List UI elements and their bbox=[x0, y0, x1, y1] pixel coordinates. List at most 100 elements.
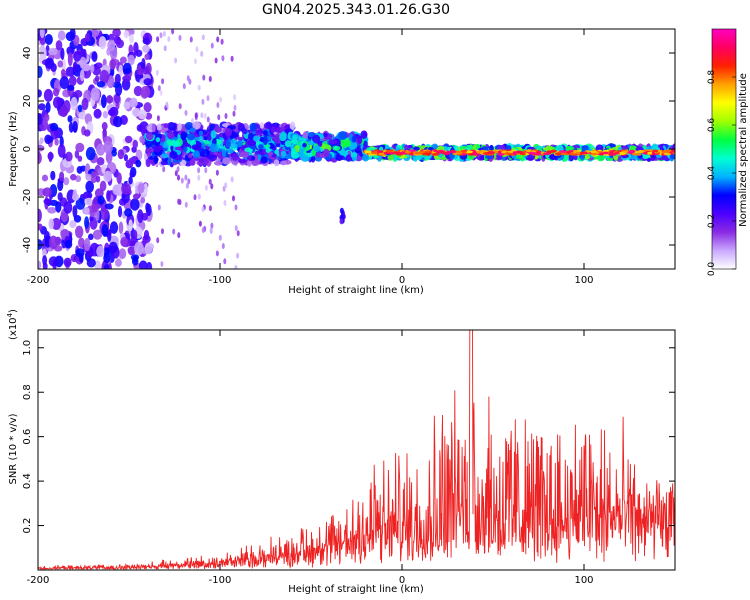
spectrogram-ytick-label: 20 bbox=[22, 95, 33, 108]
spectrogram-cell bbox=[144, 242, 153, 255]
spectrogram-cell bbox=[81, 97, 89, 111]
spectrogram-cell bbox=[350, 151, 358, 158]
spectrogram-cell bbox=[210, 183, 214, 190]
spectrogram-cell bbox=[54, 138, 59, 146]
spectrogram-cell bbox=[103, 140, 113, 154]
snr-panel: -200 -100 0 100 0.2 0.4 0.6 0.8 1.0 Height of st… bbox=[6, 309, 676, 595]
spectrogram-cell bbox=[262, 130, 268, 136]
spectrogram-cell bbox=[69, 220, 77, 228]
spectrogram-cell bbox=[198, 130, 204, 136]
spectrogram-ylabel: Frequency (Hz) bbox=[8, 111, 19, 187]
spectrogram-cell bbox=[105, 95, 114, 104]
spectrogram-cell bbox=[177, 232, 181, 239]
spectrogram-cell bbox=[123, 101, 131, 110]
spectrogram-cell bbox=[425, 150, 431, 154]
spectrogram-cell bbox=[251, 156, 256, 161]
spectrogram-cell bbox=[232, 110, 236, 117]
spectrogram-cell bbox=[38, 260, 42, 269]
spectrogram-cell bbox=[60, 69, 66, 77]
spectrogram-cell bbox=[105, 151, 113, 164]
spectrogram-cell bbox=[172, 228, 176, 235]
spectrogram-cell bbox=[435, 150, 444, 154]
spectrogram-cell bbox=[163, 45, 167, 52]
spectrogram-cell bbox=[161, 78, 165, 85]
spectrogram-cell bbox=[222, 157, 231, 165]
spectrogram-cell bbox=[151, 123, 156, 133]
spectrogram-cell bbox=[432, 153, 440, 156]
spectrogram-cell bbox=[338, 131, 348, 140]
snr-series-line bbox=[38, 330, 675, 570]
spectrogram-cell bbox=[78, 111, 87, 120]
spectrogram-cell bbox=[39, 38, 46, 45]
spectrogram-cell bbox=[197, 84, 201, 91]
spectrogram-cell bbox=[221, 55, 225, 62]
spectrogram-cell bbox=[73, 50, 82, 62]
spectrogram-cell bbox=[137, 183, 145, 194]
spectrogram-cell bbox=[96, 81, 106, 88]
spectrogram-cell bbox=[258, 144, 264, 150]
spectrogram-cell bbox=[74, 90, 83, 98]
snr-scale-prefix: (x10 bbox=[8, 317, 19, 340]
spectrogram-cell bbox=[377, 150, 383, 154]
spectrogram-cell bbox=[236, 230, 240, 237]
spectrogram-cell bbox=[128, 176, 133, 185]
spectrogram-cell bbox=[135, 159, 142, 168]
spectrogram-cell bbox=[122, 75, 132, 82]
spectrogram-cell bbox=[535, 153, 542, 156]
spectrogram-cell bbox=[133, 41, 139, 55]
spectrogram-cell bbox=[55, 201, 62, 213]
spectrogram-cell bbox=[351, 135, 357, 143]
spectrogram-cell bbox=[204, 184, 208, 191]
spectrogram-cell bbox=[57, 144, 66, 158]
spectrogram-cell bbox=[83, 207, 90, 215]
spectrogram-cell bbox=[448, 150, 457, 154]
spectrogram-cell bbox=[578, 152, 585, 156]
spectrogram-cell bbox=[92, 229, 103, 240]
spectrogram-cell bbox=[99, 180, 107, 192]
spectrogram-cell bbox=[48, 235, 59, 250]
spectrogram-cell bbox=[41, 174, 49, 182]
spectrogram-cell bbox=[203, 136, 209, 141]
spectrogram-cell bbox=[178, 34, 182, 41]
spectrogram-cell bbox=[421, 152, 428, 156]
spectrogram-cell bbox=[143, 229, 150, 241]
spectrogram-cell bbox=[70, 173, 77, 181]
spectrogram-cell bbox=[240, 151, 250, 158]
spectrogram-xtick-label: 0 bbox=[399, 275, 405, 286]
spectrogram-cell bbox=[38, 151, 42, 165]
spectrogram-cell bbox=[298, 137, 307, 143]
spectrogram-cell bbox=[555, 152, 562, 156]
spectrogram-cell bbox=[201, 98, 205, 105]
spectrogram-cell bbox=[118, 221, 124, 234]
spectrogram-cell bbox=[479, 149, 486, 153]
spectrogram-cell bbox=[647, 151, 653, 155]
spectrogram-cell bbox=[115, 39, 125, 49]
spectrogram-cell bbox=[224, 113, 228, 119]
spectrogram-cell bbox=[84, 32, 91, 43]
spectrogram-cell bbox=[225, 139, 231, 149]
spectrogram-cell bbox=[137, 209, 144, 223]
spectrogram-cell bbox=[127, 54, 135, 66]
spectrogram-cell bbox=[75, 142, 85, 153]
spectrogram-cell bbox=[75, 197, 86, 210]
spectrogram-cell bbox=[260, 156, 268, 164]
spectrogram-cell bbox=[466, 150, 473, 154]
spectrogram-cell bbox=[197, 193, 201, 200]
spectrogram-cell bbox=[137, 109, 147, 120]
spectrogram-cell bbox=[38, 112, 43, 126]
spectrogram-cell bbox=[613, 151, 620, 155]
spectrogram-cell bbox=[356, 146, 361, 151]
spectrogram-cell bbox=[39, 29, 45, 39]
spectrogram-cell bbox=[72, 205, 78, 218]
spectrogram-cell bbox=[38, 208, 42, 223]
spectrogram-cell bbox=[223, 258, 227, 265]
spectrogram-cell bbox=[187, 153, 193, 159]
spectrogram-cell bbox=[289, 121, 296, 130]
spectrogram-cell bbox=[43, 198, 53, 205]
spectrogram-cell bbox=[162, 30, 166, 37]
spectrogram-cell bbox=[157, 204, 161, 211]
spectrogram-cell bbox=[218, 234, 222, 241]
spectrogram-cell bbox=[378, 152, 385, 156]
spectrogram-xtick-label: -200 bbox=[27, 275, 50, 286]
spectrogram-cell bbox=[52, 96, 63, 109]
